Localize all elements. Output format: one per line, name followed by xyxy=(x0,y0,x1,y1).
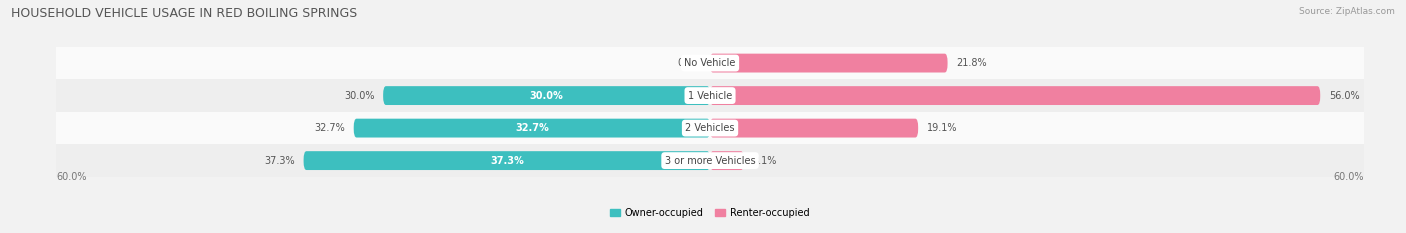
FancyBboxPatch shape xyxy=(710,151,744,170)
Text: 19.1%: 19.1% xyxy=(927,123,957,133)
FancyBboxPatch shape xyxy=(710,119,918,137)
Text: 0.0%: 0.0% xyxy=(676,58,702,68)
FancyBboxPatch shape xyxy=(354,119,710,137)
FancyBboxPatch shape xyxy=(710,86,1320,105)
Text: 3.1%: 3.1% xyxy=(752,156,778,166)
Bar xyxy=(56,112,1364,144)
Text: Source: ZipAtlas.com: Source: ZipAtlas.com xyxy=(1299,7,1395,16)
Text: 60.0%: 60.0% xyxy=(1333,172,1364,182)
Bar xyxy=(56,144,1364,177)
Text: 32.7%: 32.7% xyxy=(315,123,344,133)
Text: 32.7%: 32.7% xyxy=(515,123,548,133)
Text: 3 or more Vehicles: 3 or more Vehicles xyxy=(665,156,755,166)
Text: 21.8%: 21.8% xyxy=(956,58,987,68)
Text: 60.0%: 60.0% xyxy=(56,172,87,182)
Bar xyxy=(56,47,1364,79)
FancyBboxPatch shape xyxy=(304,151,710,170)
Text: 37.3%: 37.3% xyxy=(489,156,523,166)
Text: 30.0%: 30.0% xyxy=(344,91,374,101)
Text: No Vehicle: No Vehicle xyxy=(685,58,735,68)
Text: HOUSEHOLD VEHICLE USAGE IN RED BOILING SPRINGS: HOUSEHOLD VEHICLE USAGE IN RED BOILING S… xyxy=(11,7,357,20)
Legend: Owner-occupied, Renter-occupied: Owner-occupied, Renter-occupied xyxy=(606,204,814,222)
Text: 37.3%: 37.3% xyxy=(264,156,295,166)
Bar xyxy=(56,79,1364,112)
Text: 30.0%: 30.0% xyxy=(530,91,564,101)
Text: 1 Vehicle: 1 Vehicle xyxy=(688,91,733,101)
FancyBboxPatch shape xyxy=(710,54,948,72)
Text: 2 Vehicles: 2 Vehicles xyxy=(685,123,735,133)
Text: 56.0%: 56.0% xyxy=(1329,91,1360,101)
FancyBboxPatch shape xyxy=(382,86,710,105)
